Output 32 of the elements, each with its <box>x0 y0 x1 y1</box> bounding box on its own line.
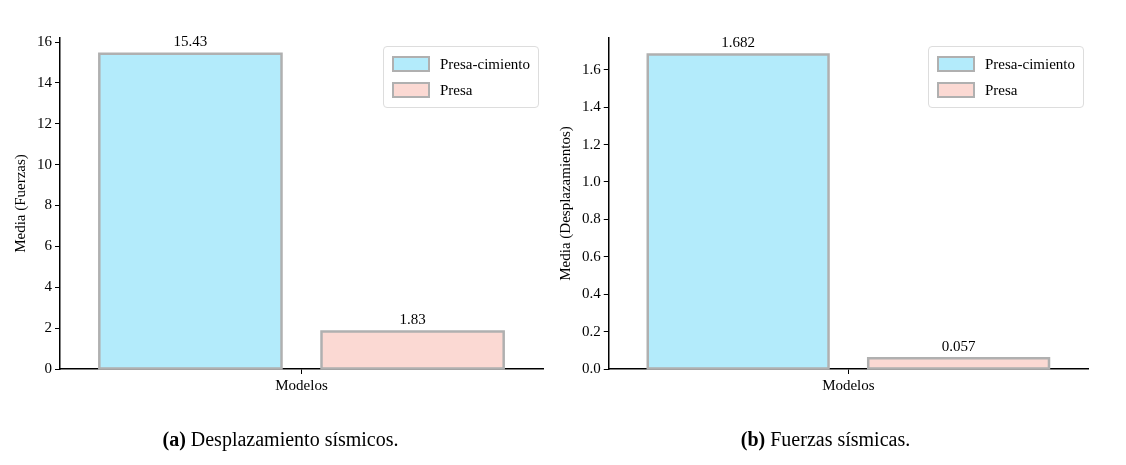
y-tick-label: 1.0 <box>582 172 601 189</box>
y-tick-label: 0.8 <box>582 210 601 227</box>
y-tick-label: 14 <box>37 73 53 90</box>
x-tick-label: Modelos <box>822 376 875 393</box>
y-tick-label: 0 <box>44 359 52 376</box>
data-label: 0.057 <box>941 337 976 354</box>
y-tick-label: 0.0 <box>582 359 601 376</box>
y-tick-label: 16 <box>37 33 53 50</box>
text: (a) Desplazamiento sísmicos. <box>162 428 399 450</box>
y-axis-title: Media (Desplazamientos) <box>556 126 574 281</box>
legend-label: Presa-cimiento <box>440 55 530 74</box>
legend-label: Presa-cimiento <box>985 55 1075 74</box>
y-tick-label: 1.2 <box>582 135 601 152</box>
y-tick-label: 8 <box>44 196 52 213</box>
text: (b) Fuerzas sísmicas. <box>740 428 911 450</box>
y-tick-label: 10 <box>37 155 52 172</box>
y-tick-label: 6 <box>44 237 53 254</box>
y-tick-label: 0.2 <box>582 322 601 339</box>
data-label: 1.682 <box>721 33 756 50</box>
legend-label: Presa <box>985 81 1018 100</box>
y-tick-label: 12 <box>37 114 52 131</box>
x-tick-label: Modelos <box>275 376 328 393</box>
data-label: 15.43 <box>173 33 208 50</box>
y-tick-label: 1.4 <box>582 98 602 115</box>
data-label: 1.83 <box>399 311 426 328</box>
y-tick-label: 4 <box>44 278 53 295</box>
y-tick-label: 0.6 <box>582 247 602 264</box>
y-tick-label: 0.4 <box>582 285 602 302</box>
legend-label: Presa <box>440 81 473 100</box>
y-axis-title: Media (Fuerzas) <box>11 154 29 253</box>
y-tick-label: 1.6 <box>582 60 602 77</box>
y-tick-label: 2 <box>44 319 52 336</box>
